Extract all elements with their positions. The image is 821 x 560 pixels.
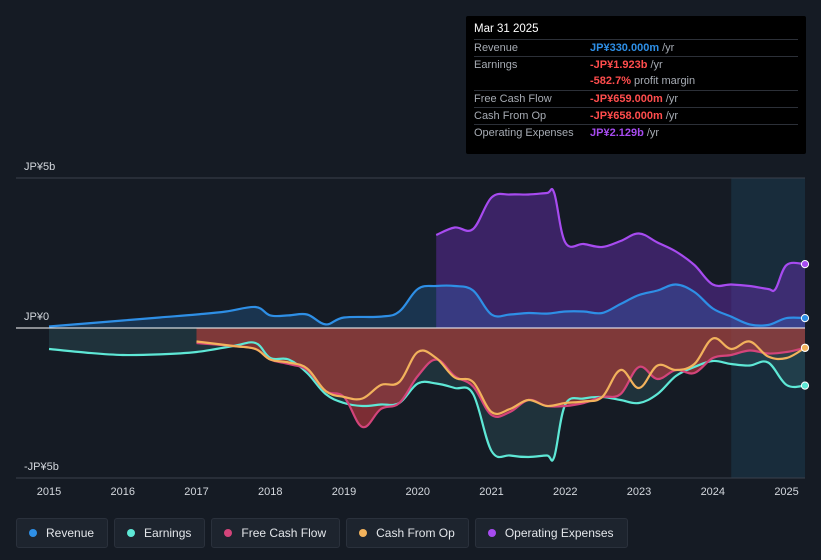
tooltip-unit: /yr: [665, 92, 679, 105]
tooltip-value: -JP¥1.923b: [590, 59, 648, 72]
legend-item-cash-from-op[interactable]: Cash From Op: [346, 518, 469, 548]
earnings-endpoint: [800, 381, 810, 390]
legend-item-revenue[interactable]: Revenue: [16, 518, 109, 548]
y-tick-label: JP¥5b: [24, 161, 55, 173]
legend-label: Earnings: [144, 526, 192, 540]
cash-from-op-area: [196, 328, 805, 414]
legend: Revenue Earnings Free Cash Flow Cash Fro…: [16, 518, 628, 548]
tooltip-unit: /yr: [646, 127, 660, 140]
tooltip-value: -JP¥658.000m: [590, 109, 663, 122]
tooltip-value: -582.7%: [590, 75, 631, 88]
cash-from-op-endpoint: [800, 343, 810, 352]
revenue-area: [49, 284, 805, 328]
y-tick-label: JP¥0: [24, 311, 49, 323]
tooltip-label: Free Cash Flow: [474, 92, 552, 105]
legend-dot-icon: [29, 529, 37, 537]
legend-label: Cash From Op: [376, 526, 455, 540]
x-tick-label: 2022: [553, 486, 577, 498]
tooltip-row-free-cash-flow: Free Cash Flow -JP¥659.000m /yr: [474, 89, 798, 107]
tooltip-label: Revenue: [474, 42, 519, 55]
revenue-endpoint: [800, 314, 810, 323]
x-tick-label: 2015: [37, 486, 61, 498]
tooltip-date: Mar 31 2025: [474, 23, 539, 35]
legend-item-free-cash-flow[interactable]: Free Cash Flow: [211, 518, 341, 548]
legend-dot-icon: [224, 529, 233, 537]
operating-expenses-area: [436, 188, 805, 328]
x-tick-label: 2020: [406, 486, 430, 498]
tooltip-row-revenue: Revenue JP¥330.000m /yr: [474, 39, 798, 56]
tooltip-value: JP¥2.129b: [590, 127, 644, 140]
tooltip-value: -JP¥659.000m: [590, 92, 663, 105]
x-tick-label: 2019: [332, 486, 356, 498]
operating-expenses-endpoint: [800, 260, 810, 269]
x-tick-label: 2024: [701, 486, 725, 498]
x-tick-label: 2017: [184, 486, 208, 498]
legend-label: Operating Expenses: [504, 526, 614, 540]
cash-from-op-line: [196, 337, 806, 416]
tooltip-panel: Mar 31 2025 Revenue JP¥330.000m /yr Earn…: [466, 16, 806, 154]
tooltip-label: Earnings: [474, 59, 518, 72]
x-tick-label: 2021: [479, 486, 503, 498]
tooltip-unit: /yr: [665, 109, 679, 122]
tooltip-row-operating-expenses: Operating Expenses JP¥2.129b /yr: [474, 123, 798, 141]
legend-dot-icon: [127, 529, 136, 537]
tooltip-value: JP¥330.000m: [590, 42, 660, 55]
x-tick-label: 2016: [111, 486, 135, 498]
legend-dot-icon: [359, 529, 368, 537]
legend-item-operating-expenses[interactable]: Operating Expenses: [474, 518, 628, 548]
tooltip-row-earnings: Earnings -JP¥1.923b /yr: [474, 56, 798, 73]
operating-expenses-line: [435, 187, 806, 293]
legend-item-earnings[interactable]: Earnings: [114, 518, 206, 548]
revenue-line: [48, 283, 806, 328]
tooltip-unit: profit margin: [633, 75, 696, 88]
earnings-line: [48, 341, 806, 462]
tooltip-label: Cash From Op: [474, 109, 547, 122]
legend-dot-icon: [487, 529, 496, 537]
y-tick-label: -JP¥5b: [24, 461, 59, 473]
legend-label: Revenue: [46, 526, 95, 540]
legend-label: Free Cash Flow: [241, 526, 327, 540]
tooltip-unit: /yr: [650, 59, 663, 72]
x-tick-label: 2023: [627, 486, 651, 498]
tooltip-row-cash-from-op: Cash From Op -JP¥658.000m /yr: [474, 106, 798, 124]
x-tick-label: 2018: [258, 486, 282, 498]
tooltip-unit: /yr: [662, 42, 675, 55]
tooltip-row-profit-margin: -582.7% profit margin: [474, 73, 798, 89]
x-tick-label: 2025: [774, 486, 798, 498]
tooltip-label: Operating Expenses: [474, 127, 574, 140]
